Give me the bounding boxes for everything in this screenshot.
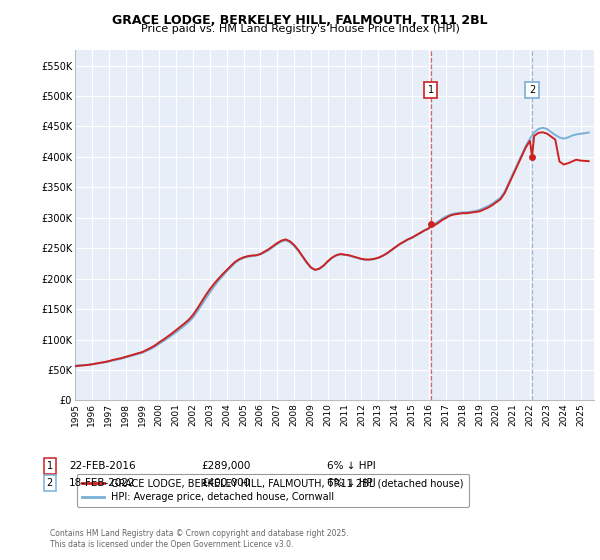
Text: Price paid vs. HM Land Registry's House Price Index (HPI): Price paid vs. HM Land Registry's House …	[140, 24, 460, 34]
Text: 2: 2	[529, 85, 535, 95]
Text: 1: 1	[47, 461, 53, 471]
Text: 6% ↓ HPI: 6% ↓ HPI	[327, 478, 376, 488]
Text: GRACE LODGE, BERKELEY HILL, FALMOUTH, TR11 2BL: GRACE LODGE, BERKELEY HILL, FALMOUTH, TR…	[112, 14, 488, 27]
Text: Contains HM Land Registry data © Crown copyright and database right 2025.
This d: Contains HM Land Registry data © Crown c…	[50, 529, 348, 549]
Text: 18-FEB-2022: 18-FEB-2022	[69, 478, 136, 488]
Text: 1: 1	[428, 85, 434, 95]
Text: 2: 2	[47, 478, 53, 488]
Text: 6% ↓ HPI: 6% ↓ HPI	[327, 461, 376, 471]
Text: 22-FEB-2016: 22-FEB-2016	[69, 461, 136, 471]
Text: £289,000: £289,000	[201, 461, 250, 471]
Legend: GRACE LODGE, BERKELEY HILL, FALMOUTH, TR11 2BL (detached house), HPI: Average pr: GRACE LODGE, BERKELEY HILL, FALMOUTH, TR…	[77, 474, 469, 507]
Text: £400,000: £400,000	[201, 478, 250, 488]
